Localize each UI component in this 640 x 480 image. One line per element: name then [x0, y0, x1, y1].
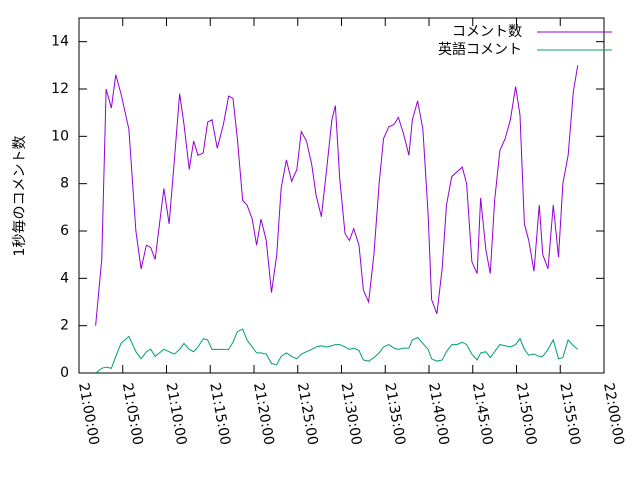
- x-tick-label: 22:00:00: [600, 382, 627, 447]
- x-tick-label: 21:35:00: [381, 382, 408, 447]
- x-tick-label: 21:25:00: [294, 382, 321, 447]
- legend-label: 英語コメント: [438, 41, 522, 58]
- x-tick-label: 21:50:00: [513, 382, 540, 447]
- series-line: [95, 328, 579, 374]
- y-tick-label: 4: [60, 270, 69, 286]
- legend-label: コメント数: [452, 24, 522, 40]
- y-tick-label: 0: [60, 365, 69, 381]
- series-line: [95, 65, 579, 326]
- x-tick-label: 21:30:00: [338, 382, 365, 447]
- x-tick-label: 21:05:00: [119, 382, 146, 447]
- y-tick-label: 6: [60, 223, 69, 239]
- x-tick-label: 21:55:00: [556, 382, 583, 447]
- x-tick-label: 21:45:00: [469, 382, 496, 447]
- x-tick-label: 21:40:00: [425, 382, 452, 447]
- y-tick-label: 12: [51, 81, 69, 97]
- y-tick-label: 10: [51, 128, 69, 144]
- y-axis-label: 1秒毎のコメント数: [12, 136, 28, 257]
- x-tick-label: 21:15:00: [206, 382, 233, 447]
- x-tick-label: 21:00:00: [75, 382, 102, 447]
- x-tick-label: 21:10:00: [163, 382, 190, 447]
- y-tick-label: 8: [60, 176, 69, 192]
- x-tick-label: 21:20:00: [250, 382, 277, 447]
- y-tick-label: 14: [51, 34, 69, 50]
- y-tick-label: 2: [60, 318, 69, 334]
